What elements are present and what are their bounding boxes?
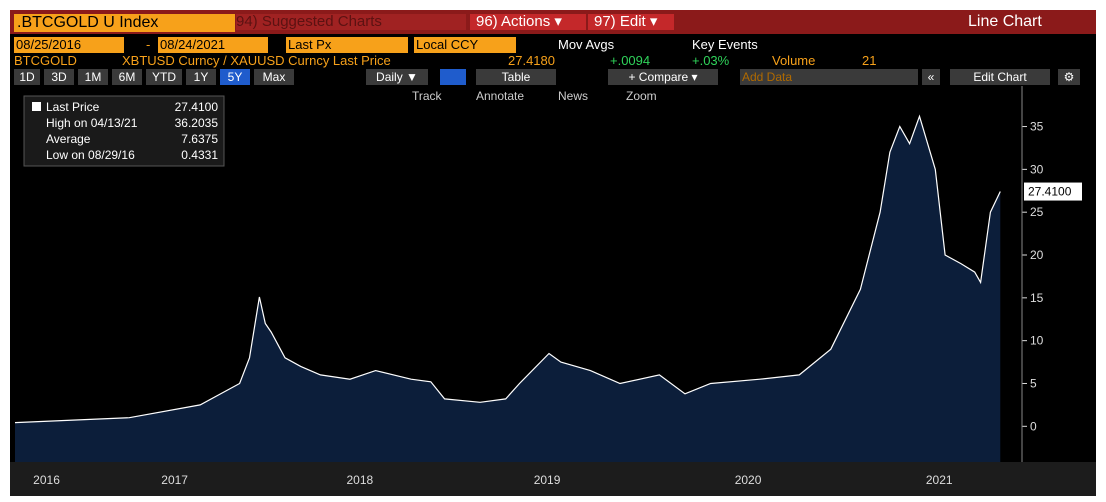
menu[interactable]: 96) Actions ▾ xyxy=(470,14,586,30)
area xyxy=(15,116,1001,463)
volume: 21 xyxy=(862,53,877,68)
y-tick-label: 35 xyxy=(1030,120,1044,134)
terminal: .BTCGOLD U Index 94) Suggested Charts 96… xyxy=(10,10,1096,496)
menu[interactable]: 97) Edit ▾ xyxy=(588,14,674,30)
change-pct: +.03% xyxy=(692,53,730,68)
legend-swatch xyxy=(32,102,41,111)
chart-tool[interactable]: News xyxy=(558,89,588,103)
x-tick-label: 2018 xyxy=(347,473,374,487)
chart: Track Annotate News Zoom 0 5 10 15 20 25 30 35 2016 2… xyxy=(10,86,1096,496)
chart-type-icon[interactable] xyxy=(440,69,466,85)
period-button[interactable]: Max xyxy=(254,69,294,85)
x-tick-label: 2021 xyxy=(926,473,953,487)
volume-label: Volume xyxy=(772,53,816,68)
view-name: Line Chart xyxy=(968,13,1042,30)
legend-name: Last Price xyxy=(46,100,100,114)
legend-value: 27.4100 xyxy=(175,100,219,114)
frequency[interactable]: Daily ▼ xyxy=(366,69,428,85)
period-button[interactable]: 3D xyxy=(44,69,74,85)
security: BTCGOLD xyxy=(14,53,77,68)
end-date[interactable]: 08/24/2021 xyxy=(158,37,268,53)
x-tick-label: 2017 xyxy=(161,473,188,487)
menu[interactable]: 94) Suggested Charts xyxy=(236,14,466,30)
legend-name: Low on 08/29/16 xyxy=(46,148,135,162)
y-tick-label: 0 xyxy=(1030,419,1037,433)
last-price-tag xyxy=(1024,182,1082,201)
y-tick-label: 15 xyxy=(1030,291,1044,305)
price-line xyxy=(14,114,1001,424)
chart-tool[interactable]: Annotate xyxy=(476,89,524,103)
option[interactable]: Key Events xyxy=(692,37,758,52)
period-button[interactable]: 1D xyxy=(14,69,40,85)
y-tick-label: 30 xyxy=(1030,162,1044,176)
period-button[interactable]: 1Y xyxy=(186,69,216,85)
last-price-tag-label: 27.4100 xyxy=(1028,185,1072,199)
description: XBTUSD Curncy / XAUUSD Curncy Last Price xyxy=(122,53,391,68)
legend-value: 36.2035 xyxy=(175,116,219,130)
collapse[interactable]: « xyxy=(922,69,940,85)
add-data[interactable]: Add Data xyxy=(740,69,918,85)
legend-value: 7.6375 xyxy=(181,132,218,146)
change: +.0094 xyxy=(610,53,651,68)
start-date[interactable]: 08/25/2016 xyxy=(14,37,124,53)
y-tick-label: 5 xyxy=(1030,376,1037,390)
option[interactable]: Mov Avgs xyxy=(558,37,615,52)
legend-name: High on 04/13/21 xyxy=(46,116,138,130)
chart-tool[interactable]: Track xyxy=(412,89,443,103)
settings[interactable]: ⚙ xyxy=(1058,69,1080,85)
table-button[interactable]: Table xyxy=(476,69,556,85)
period-button[interactable]: 6M xyxy=(112,69,142,85)
currency[interactable]: Local CCY xyxy=(414,37,516,53)
field[interactable]: Last Px xyxy=(286,37,408,53)
legend-box xyxy=(23,95,225,167)
y-tick-label: 10 xyxy=(1030,334,1044,348)
x-axis-strip xyxy=(10,462,1096,496)
chart-tool[interactable]: Zoom xyxy=(626,89,657,103)
edit-chart[interactable]: Edit Chart xyxy=(950,69,1050,85)
x-tick-label: 2019 xyxy=(534,473,561,487)
y-tick-label: 20 xyxy=(1030,248,1044,262)
legend-value: 0.4331 xyxy=(181,148,218,162)
x-tick-label: 2020 xyxy=(735,473,762,487)
y-tick-label: 25 xyxy=(1030,205,1044,219)
period-button[interactable]: 5Y xyxy=(220,69,250,85)
period-button[interactable]: 1M xyxy=(78,69,108,85)
date-separator: - xyxy=(146,37,151,52)
compare[interactable]: + Compare ▾ xyxy=(608,69,718,85)
period-button[interactable]: YTD xyxy=(146,69,182,85)
ticker[interactable]: .BTCGOLD U Index xyxy=(14,14,235,32)
legend-name: Average xyxy=(46,132,91,146)
x-tick-label: 2016 xyxy=(33,473,60,487)
last-price: 27.4180 xyxy=(508,53,555,68)
